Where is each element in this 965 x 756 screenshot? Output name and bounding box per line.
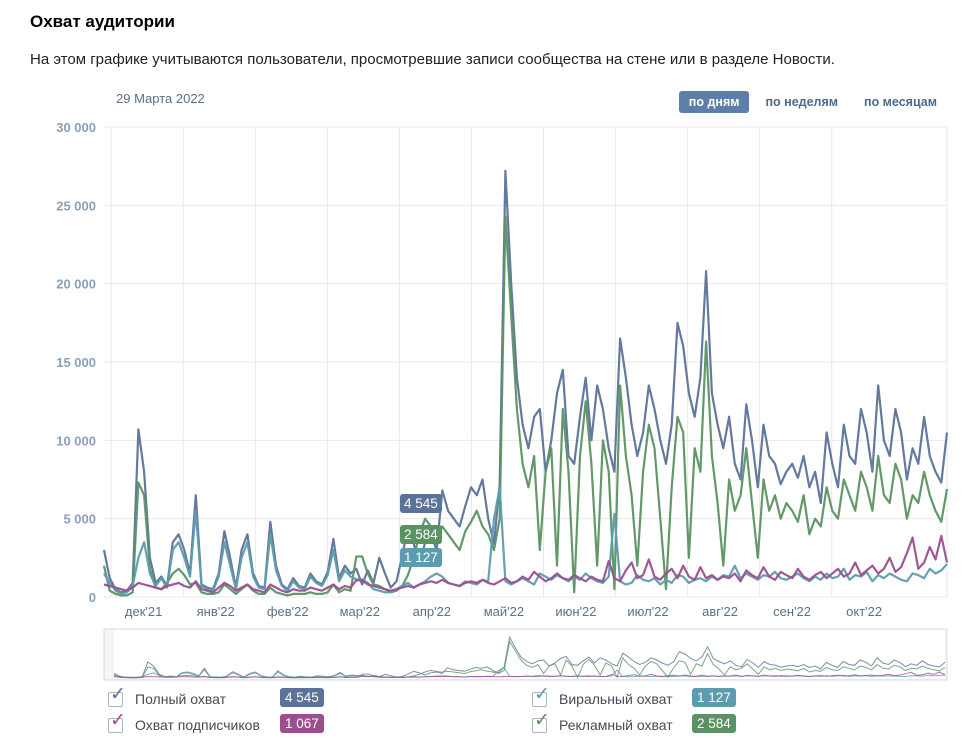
x-tick-label: мар'22: [340, 604, 380, 619]
y-tick-label: 20 000: [56, 277, 96, 292]
navigator-window: [114, 630, 945, 679]
tooltip-ads-reach: 2 584: [400, 525, 442, 544]
reach-chart[interactable]: 30 000 25 000 20 000 15 000 10 000 5 000 0 дек'…: [0, 0, 965, 690]
legend-item-ads-reach[interactable]: ✓ Рекламный охват: [532, 709, 673, 736]
legend-label: Охват подписчиков: [135, 717, 260, 733]
legend-label: Рекламный охват: [559, 717, 673, 733]
hover-date-label: 29 Марта 2022: [116, 91, 205, 106]
series-line-ads: [102, 215, 949, 597]
x-tick-label: июл'22: [627, 604, 668, 619]
y-tick-label: 5 000: [63, 512, 96, 527]
period-tab-weeks[interactable]: по неделям: [765, 95, 839, 109]
y-tick-label: 0: [89, 590, 96, 605]
checkbox-subscribers-reach[interactable]: ✓: [108, 709, 126, 733]
x-tick-label: окт'22: [846, 604, 882, 619]
series-line-full: [102, 169, 949, 594]
period-tab-months[interactable]: по месяцам: [864, 95, 937, 109]
period-switcher: по дням по неделям по месяцам: [678, 91, 947, 113]
navigator-line-subscribers: [113, 671, 946, 679]
x-tick-label: дек'21: [125, 604, 162, 619]
x-tick-label: авг'22: [702, 604, 738, 619]
navigator-line-full: [113, 635, 946, 679]
period-tab-days[interactable]: по дням: [678, 91, 750, 113]
x-tick-label: янв'22: [197, 604, 235, 619]
y-tick-label: 25 000: [56, 198, 96, 213]
legend-value-subscribers-reach: 1 067: [280, 714, 324, 733]
legend-item-subscribers-reach[interactable]: ✓ Охват подписчиков: [108, 709, 260, 736]
chart-description: На этом графике учитываются пользователи…: [30, 51, 835, 68]
page-title: Охват аудитории: [30, 12, 175, 31]
y-tick-label: 15 000: [56, 355, 96, 370]
x-tick-label: апр'22: [413, 604, 451, 619]
checkbox-viral-reach[interactable]: ✓: [532, 683, 550, 707]
legend-value-viral-reach: 1 127: [692, 688, 736, 707]
legend-value-ads-reach: 2 584: [692, 714, 736, 733]
y-tick-label: 10 000: [56, 433, 96, 448]
legend-item-full-reach[interactable]: ✓ Полный охват: [108, 683, 227, 710]
tooltip-full-reach: 4 545: [400, 494, 442, 513]
series-line-subscribers: [103, 534, 949, 594]
x-tick-label: май'22: [484, 604, 524, 619]
x-tick-label: фев'22: [267, 604, 309, 619]
checkbox-full-reach[interactable]: ✓: [108, 683, 126, 707]
checkbox-ads-reach[interactable]: ✓: [532, 709, 550, 733]
x-tick-label: сен'22: [773, 604, 811, 619]
y-tick-label: 30 000: [56, 120, 96, 135]
x-tick-label: июн'22: [555, 604, 596, 619]
legend-label: Полный охват: [135, 691, 227, 707]
chart-legend: ✓ Полный охват 4 545 ✓ Охват подписчиков…: [0, 683, 965, 748]
legend-value-full-reach: 4 545: [280, 688, 324, 707]
series-line-viral: [103, 486, 948, 596]
legend-item-viral-reach[interactable]: ✓ Виральный охват: [532, 683, 673, 710]
legend-label: Виральный охват: [559, 691, 673, 707]
tooltip-viral-reach: 1 127: [400, 548, 442, 567]
